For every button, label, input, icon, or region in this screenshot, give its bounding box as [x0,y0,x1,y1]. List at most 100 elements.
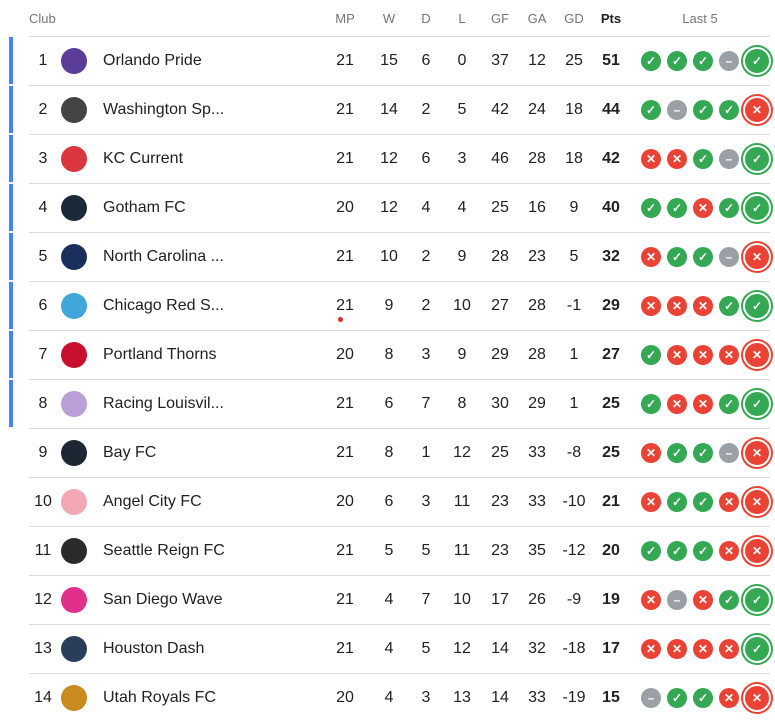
loss-icon[interactable]: ✕ [641,296,661,316]
club-name[interactable]: Bay FC [103,444,157,461]
loss-icon[interactable]: ✕ [743,537,771,565]
loss-icon[interactable]: ✕ [719,492,739,512]
loss-icon[interactable]: ✕ [719,541,739,561]
win-icon[interactable]: ✓ [693,541,713,561]
table-row[interactable]: 8 Racing Louisvil... 21 6 7 8 30 29 1 25 ✓ ✕ ✕ ✓ ✓ [29,379,771,429]
table-row[interactable]: 7 Portland Thorns 20 8 3 9 29 28 1 27 ✓ ✕ ✕ ✕ ✕ [29,330,771,380]
loss-icon[interactable]: ✕ [693,639,713,659]
loss-icon[interactable]: ✕ [667,149,687,169]
loss-icon[interactable]: ✕ [667,639,687,659]
loss-icon[interactable]: ✕ [719,688,739,708]
win-icon[interactable]: ✓ [719,590,739,610]
win-icon[interactable]: ✓ [667,51,687,71]
loss-icon[interactable]: ✕ [743,684,771,712]
win-icon[interactable]: ✓ [641,51,661,71]
win-icon[interactable]: ✓ [693,51,713,71]
win-icon[interactable]: ✓ [667,492,687,512]
club-name[interactable]: Angel City FC [103,493,202,510]
win-icon[interactable]: ✓ [693,100,713,120]
loss-icon[interactable]: ✕ [641,590,661,610]
win-icon[interactable]: ✓ [719,100,739,120]
draw-icon[interactable]: – [719,443,739,463]
draw-icon[interactable]: – [719,149,739,169]
loss-icon[interactable]: ✕ [719,345,739,365]
loss-icon[interactable]: ✕ [719,639,739,659]
draw-icon[interactable]: – [667,590,687,610]
loss-icon[interactable]: ✕ [641,443,661,463]
club-name[interactable]: Utah Royals FC [103,689,216,706]
table-row[interactable]: 9 Bay FC 21 8 1 12 25 33 -8 25 ✕ ✓ ✓ – ✕ [29,428,771,478]
win-icon[interactable]: ✓ [693,492,713,512]
table-row[interactable]: 6 Chicago Red S... 21 9 2 10 27 28 -1 29 ✕ ✕ ✕ ✓ ✓ [29,281,771,331]
loss-icon[interactable]: ✕ [743,488,771,516]
table-row[interactable]: 13 Houston Dash 21 4 5 12 14 32 -18 17 ✕ ✕ ✕ ✕ ✓ [29,624,771,674]
win-icon[interactable]: ✓ [743,292,771,320]
stat-gd: -9 [566,591,582,608]
draw-icon[interactable]: – [641,688,661,708]
table-row[interactable]: 11 Seattle Reign FC 21 5 5 11 23 35 -12 20 ✓ ✓ ✓ ✕ ✕ [29,526,771,576]
win-icon[interactable]: ✓ [743,586,771,614]
draw-icon[interactable]: – [719,51,739,71]
table-row[interactable]: 1 Orlando Pride 21 15 6 0 37 12 25 51 ✓ ✓ ✓ – ✓ [29,36,771,86]
club-name[interactable]: Racing Louisvil... [103,395,224,412]
table-row[interactable]: 12 San Diego Wave 21 4 7 10 17 26 -9 19 ✕ – ✕ ✓ ✓ [29,575,771,625]
loss-icon[interactable]: ✕ [667,394,687,414]
win-icon[interactable]: ✓ [693,247,713,267]
club-name[interactable]: Portland Thorns [103,346,217,363]
win-icon[interactable]: ✓ [693,688,713,708]
stat-ga: 29 [528,395,546,412]
club-name[interactable]: Orlando Pride [103,52,202,69]
loss-icon[interactable]: ✕ [667,296,687,316]
loss-icon[interactable]: ✕ [693,345,713,365]
club-name[interactable]: Washington Sp... [103,101,225,118]
loss-icon[interactable]: ✕ [641,639,661,659]
win-icon[interactable]: ✓ [667,541,687,561]
loss-icon[interactable]: ✕ [641,247,661,267]
win-icon[interactable]: ✓ [743,47,771,75]
table-row[interactable]: 5 North Carolina ... 21 10 2 9 28 23 5 32 ✕ ✓ ✓ – ✕ [29,232,771,282]
loss-icon[interactable]: ✕ [743,96,771,124]
win-icon[interactable]: ✓ [667,443,687,463]
loss-icon[interactable]: ✕ [641,492,661,512]
win-icon[interactable]: ✓ [641,198,661,218]
win-icon[interactable]: ✓ [641,100,661,120]
table-row[interactable]: 4 Gotham FC 20 12 4 4 25 16 9 40 ✓ ✓ ✕ ✓ ✓ [29,183,771,233]
club-name[interactable]: Seattle Reign FC [103,542,225,559]
table-row[interactable]: 2 Washington Sp... 21 14 2 5 42 24 18 44 ✓ – ✓ ✓ ✕ [29,85,771,135]
win-icon[interactable]: ✓ [641,394,661,414]
win-icon[interactable]: ✓ [641,345,661,365]
club-name[interactable]: San Diego Wave [103,591,223,608]
loss-icon[interactable]: ✕ [693,296,713,316]
club-name[interactable]: Gotham FC [103,199,186,216]
win-icon[interactable]: ✓ [743,635,771,663]
win-icon[interactable]: ✓ [667,198,687,218]
draw-icon[interactable]: – [719,247,739,267]
loss-icon[interactable]: ✕ [743,243,771,271]
loss-icon[interactable]: ✕ [693,394,713,414]
club-name[interactable]: Houston Dash [103,640,205,657]
club-name[interactable]: KC Current [103,150,184,167]
win-icon[interactable]: ✓ [719,296,739,316]
table-row[interactable]: 3 KC Current 21 12 6 3 46 28 18 42 ✕ ✕ ✓ – ✓ [29,134,771,184]
club-name[interactable]: North Carolina ... [103,248,224,265]
loss-icon[interactable]: ✕ [693,198,713,218]
win-icon[interactable]: ✓ [667,688,687,708]
win-icon[interactable]: ✓ [693,443,713,463]
win-icon[interactable]: ✓ [719,394,739,414]
loss-icon[interactable]: ✕ [743,341,771,369]
loss-icon[interactable]: ✕ [641,149,661,169]
win-icon[interactable]: ✓ [743,145,771,173]
loss-icon[interactable]: ✕ [743,439,771,467]
win-icon[interactable]: ✓ [743,194,771,222]
win-icon[interactable]: ✓ [693,149,713,169]
club-name[interactable]: Chicago Red S... [103,297,224,314]
loss-icon[interactable]: ✕ [693,590,713,610]
table-row[interactable]: 10 Angel City FC 20 6 3 11 23 33 -10 21 ✕ ✓ ✓ ✕ ✕ [29,477,771,527]
win-icon[interactable]: ✓ [719,198,739,218]
loss-icon[interactable]: ✕ [667,345,687,365]
win-icon[interactable]: ✓ [667,247,687,267]
draw-icon[interactable]: – [667,100,687,120]
win-icon[interactable]: ✓ [641,541,661,561]
win-icon[interactable]: ✓ [743,390,771,418]
table-row[interactable]: 14 Utah Royals FC 20 4 3 13 14 33 -19 15– ✓ ✓ ✕ ✕ [29,673,771,723]
